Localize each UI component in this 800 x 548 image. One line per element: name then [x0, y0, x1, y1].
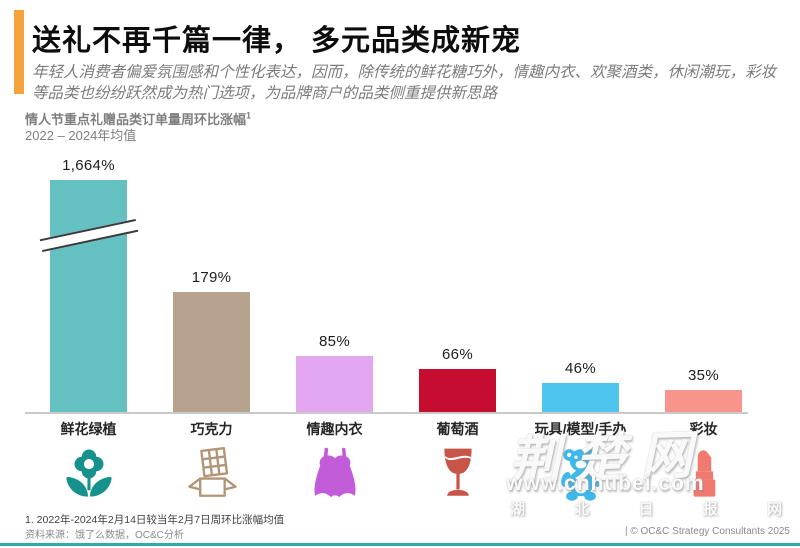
- category-label: 巧克力: [190, 421, 233, 437]
- bar-value-label: 179%: [191, 269, 232, 286]
- bar: [542, 383, 619, 414]
- bar: [296, 356, 373, 414]
- bar-column: 1,664%: [27, 155, 150, 414]
- chart-title-text: 情人节重点礼赠品类订单量周环比涨幅: [25, 112, 247, 127]
- bar: [419, 369, 496, 414]
- bar-value-label: 66%: [442, 346, 473, 363]
- source-note: 资料来源：饿了么数据，OC&C分析: [25, 530, 184, 541]
- chart-title-footnote-marker: 1: [246, 110, 252, 121]
- bar-value-label: 85%: [319, 333, 350, 350]
- category-label: 葡萄酒: [436, 421, 479, 437]
- flower-icon: [27, 445, 150, 503]
- category-label: 玩具/模型/手办: [534, 421, 627, 437]
- teddy-bear-icon: [519, 445, 642, 503]
- x-axis-line: [25, 412, 748, 414]
- category-label: 彩妆: [689, 421, 718, 437]
- bar: [665, 390, 742, 414]
- page-title: 送礼不再千篇一律， 多元品类成新宠: [32, 25, 522, 58]
- bar-value-label: 35%: [688, 367, 719, 384]
- page-description: 年轻人消费者偏爱氛围感和个性化表达，因而，除传统的鲜花糖巧外，情趣内衣、欢聚酒类…: [32, 63, 777, 102]
- bottom-rule: [0, 543, 800, 546]
- chart-subtitle: 2022 – 2024年均值: [25, 128, 137, 143]
- wine-glass-icon: [396, 445, 519, 503]
- footnote: 1. 2022年-2024年2月14日较当年2月7日周环比涨幅均值: [25, 514, 285, 526]
- accent-bar: [14, 10, 24, 94]
- lipstick-icon: [642, 445, 765, 503]
- watermark-caption-char: 网: [766, 501, 782, 518]
- bar-column: 66%: [396, 155, 519, 414]
- bar: [173, 292, 250, 414]
- bar: [50, 180, 127, 414]
- bar-value-label: 1,664%: [62, 157, 115, 174]
- category-label-row: 鲜花绿植 巧克力 情趣内衣 葡萄酒 玩具/模型/手办 彩妆: [27, 419, 765, 439]
- category-label: 鲜花绿植: [60, 421, 117, 437]
- copyright-note: | © OC&C Strategy Consultants 2025: [624, 526, 790, 537]
- bar-chart: 1,664% 179% 85% 66% 46% 35%: [27, 155, 765, 414]
- lingerie-icon: [273, 445, 396, 503]
- bar-column: 46%: [519, 155, 642, 414]
- chocolate-icon: [150, 445, 273, 503]
- bar-column: 35%: [642, 155, 765, 414]
- bar-column: 179%: [150, 155, 273, 414]
- bar-value-label: 46%: [565, 360, 596, 377]
- bar-column: 85%: [273, 155, 396, 414]
- category-icon-row: [27, 445, 765, 503]
- chart-title: 情人节重点礼赠品类订单量周环比涨幅1: [25, 109, 251, 128]
- category-label: 情趣内衣: [306, 421, 363, 437]
